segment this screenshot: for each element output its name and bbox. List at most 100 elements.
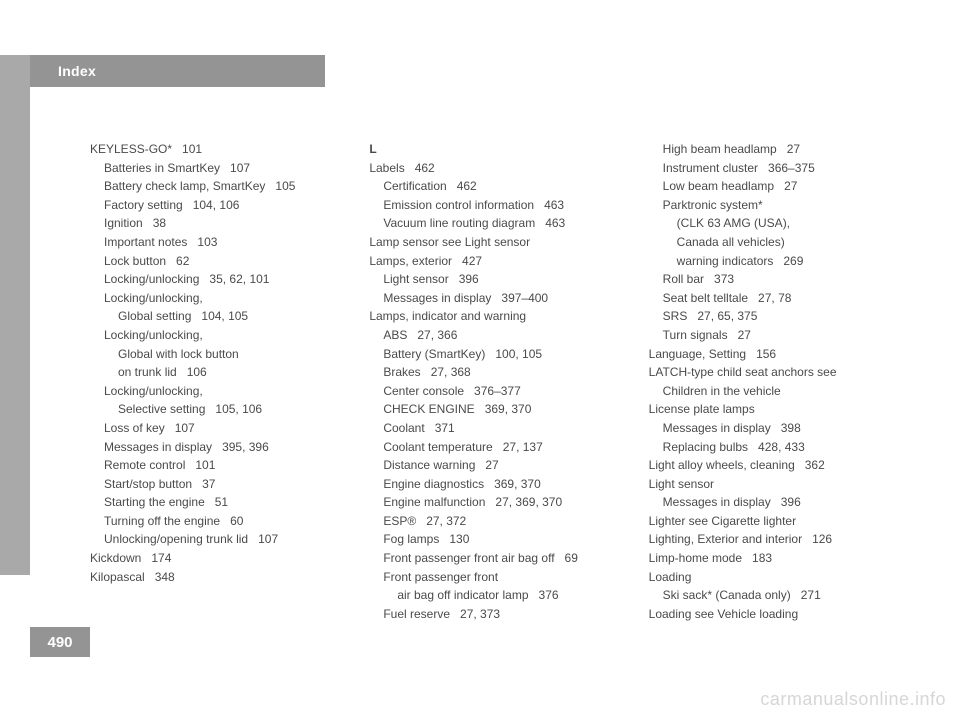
index-entry-pages: 269 — [783, 254, 803, 268]
index-entry-pages: 27, 366 — [417, 328, 457, 342]
index-entry: Start/stop button37 — [90, 475, 341, 494]
index-entry: Children in the vehicle — [649, 382, 900, 401]
index-entry-pages: 427 — [462, 254, 482, 268]
index-entry: air bag off indicator lamp376 — [369, 586, 620, 605]
index-entry: Battery (SmartKey)100, 105 — [369, 345, 620, 364]
page-number: 490 — [47, 634, 72, 651]
index-entry-pages: 371 — [435, 421, 455, 435]
index-entry-text: Remote control — [104, 458, 185, 472]
index-entry: Lamps, indicator and warning — [369, 307, 620, 326]
index-entry-pages: 396 — [459, 272, 479, 286]
index-entry: Messages in display398 — [649, 419, 900, 438]
index-entry-pages: 104, 106 — [193, 198, 240, 212]
index-entry-text: LATCH-type child seat anchors see — [649, 365, 837, 379]
index-entry: Lighter see Cigarette lighter — [649, 512, 900, 531]
index-entry-pages: 462 — [415, 161, 435, 175]
index-entry-pages: 107 — [230, 161, 250, 175]
index-entry: Coolant temperature27, 137 — [369, 438, 620, 457]
index-entry: Limp-home mode183 — [649, 549, 900, 568]
index-entry-text: Children in the vehicle — [663, 384, 781, 398]
index-entry-pages: 27, 78 — [758, 291, 791, 305]
index-entry-text: Global setting — [118, 309, 191, 323]
index-entry: Brakes27, 368 — [369, 363, 620, 382]
page-number-box: 490 — [30, 627, 90, 657]
index-header-bar: Index — [30, 55, 325, 87]
index-entry-pages: 183 — [752, 551, 772, 565]
index-entry-text: Labels — [369, 161, 404, 175]
index-entry-text: Locking/unlocking, — [104, 384, 203, 398]
index-entry-text: Front passenger front — [383, 570, 498, 584]
index-entry-text: Certification — [383, 179, 446, 193]
index-entry: Vacuum line routing diagram463 — [369, 214, 620, 233]
index-entry-pages: 27, 369, 370 — [495, 495, 562, 509]
index-entry-pages: 397–400 — [501, 291, 548, 305]
index-entry-text: Battery check lamp, SmartKey — [104, 179, 265, 193]
index-entry-text: Start/stop button — [104, 477, 192, 491]
index-entry-text: Starting the engine — [104, 495, 205, 509]
index-entry: Global with lock button — [90, 345, 341, 364]
index-entry-pages: 27, 65, 375 — [697, 309, 757, 323]
index-entry-pages: 27 — [738, 328, 751, 342]
index-entry-pages: 362 — [805, 458, 825, 472]
index-entry-text: Unlocking/opening trunk lid — [104, 532, 248, 546]
index-entry: warning indicators269 — [649, 252, 900, 271]
index-entry: Distance warning27 — [369, 456, 620, 475]
index-entry-pages: 100, 105 — [495, 347, 542, 361]
index-entry-text: Factory setting — [104, 198, 183, 212]
index-entry: Loss of key107 — [90, 419, 341, 438]
index-entry-pages: 428, 433 — [758, 440, 805, 454]
index-entry: Loading — [649, 568, 900, 587]
index-entry-text: Loading see Vehicle loading — [649, 607, 798, 621]
index-entry: Starting the engine 51 — [90, 493, 341, 512]
index-entry-text: License plate lamps — [649, 402, 755, 416]
index-entry-text: Kilopascal — [90, 570, 145, 584]
index-entry-text: Messages in display — [104, 440, 212, 454]
index-entry-text: Messages in display — [383, 291, 491, 305]
index-entry: Front passenger front air bag off69 — [369, 549, 620, 568]
index-entry-text: Locking/unlocking — [104, 272, 199, 286]
index-entry: Messages in display396 — [649, 493, 900, 512]
index-entry: Emission control information463 — [369, 196, 620, 215]
index-entry-text: Engine diagnostics — [383, 477, 484, 491]
index-entry: Center console376–377 — [369, 382, 620, 401]
index-entry-pages: 27, 373 — [460, 607, 500, 621]
index-entry-pages: 463 — [544, 198, 564, 212]
index-entry-pages: 51 — [215, 495, 228, 509]
index-entry-pages: 369, 370 — [494, 477, 541, 491]
index-entry-text: Important notes — [104, 235, 187, 249]
index-entry: Messages in display 397–400 — [369, 289, 620, 308]
left-edge-tab — [0, 55, 30, 575]
index-entry: Coolant 371 — [369, 419, 620, 438]
index-entry: Low beam headlamp27 — [649, 177, 900, 196]
index-entry-text: L — [369, 142, 376, 156]
index-entry: Light sensor — [649, 475, 900, 494]
index-entry-pages: 107 — [175, 421, 195, 435]
index-entry-text: (CLK 63 AMG (USA), — [677, 216, 790, 230]
index-entry: Selective setting105, 106 — [90, 400, 341, 419]
index-entry-pages: 69 — [565, 551, 578, 565]
index-entry: Replacing bulbs428, 433 — [649, 438, 900, 457]
index-entry-pages: 104, 105 — [201, 309, 248, 323]
index-entry-pages: 106 — [187, 365, 207, 379]
index-entry: Ski sack* (Canada only)271 — [649, 586, 900, 605]
index-entry: Lighting, Exterior and interior126 — [649, 530, 900, 549]
index-entry-pages: 103 — [197, 235, 217, 249]
index-entry-text: Lamps, indicator and warning — [369, 309, 526, 323]
index-column-2: LLabels462Certification462Emission contr… — [369, 140, 620, 623]
index-entry-pages: 101 — [195, 458, 215, 472]
index-entry-text: High beam headlamp — [663, 142, 777, 156]
index-entry-text: Light sensor — [383, 272, 448, 286]
index-entry: Instrument cluster366–375 — [649, 159, 900, 178]
index-entry-text: Engine malfunction — [383, 495, 485, 509]
index-entry-text: Ignition — [104, 216, 143, 230]
index-entry-text: Turning off the engine — [104, 514, 220, 528]
index-entry: Front passenger front — [369, 568, 620, 587]
index-entry: Locking/unlocking35, 62, 101 — [90, 270, 341, 289]
index-entry-pages: 105, 106 — [215, 402, 262, 416]
index-entry-pages: 369, 370 — [485, 402, 532, 416]
index-entry-pages: 348 — [155, 570, 175, 584]
index-entry-text: Coolant — [383, 421, 424, 435]
index-entry-text: on trunk lid — [118, 365, 177, 379]
index-entry: Light alloy wheels, cleaning362 — [649, 456, 900, 475]
index-entry-pages: 366–375 — [768, 161, 815, 175]
